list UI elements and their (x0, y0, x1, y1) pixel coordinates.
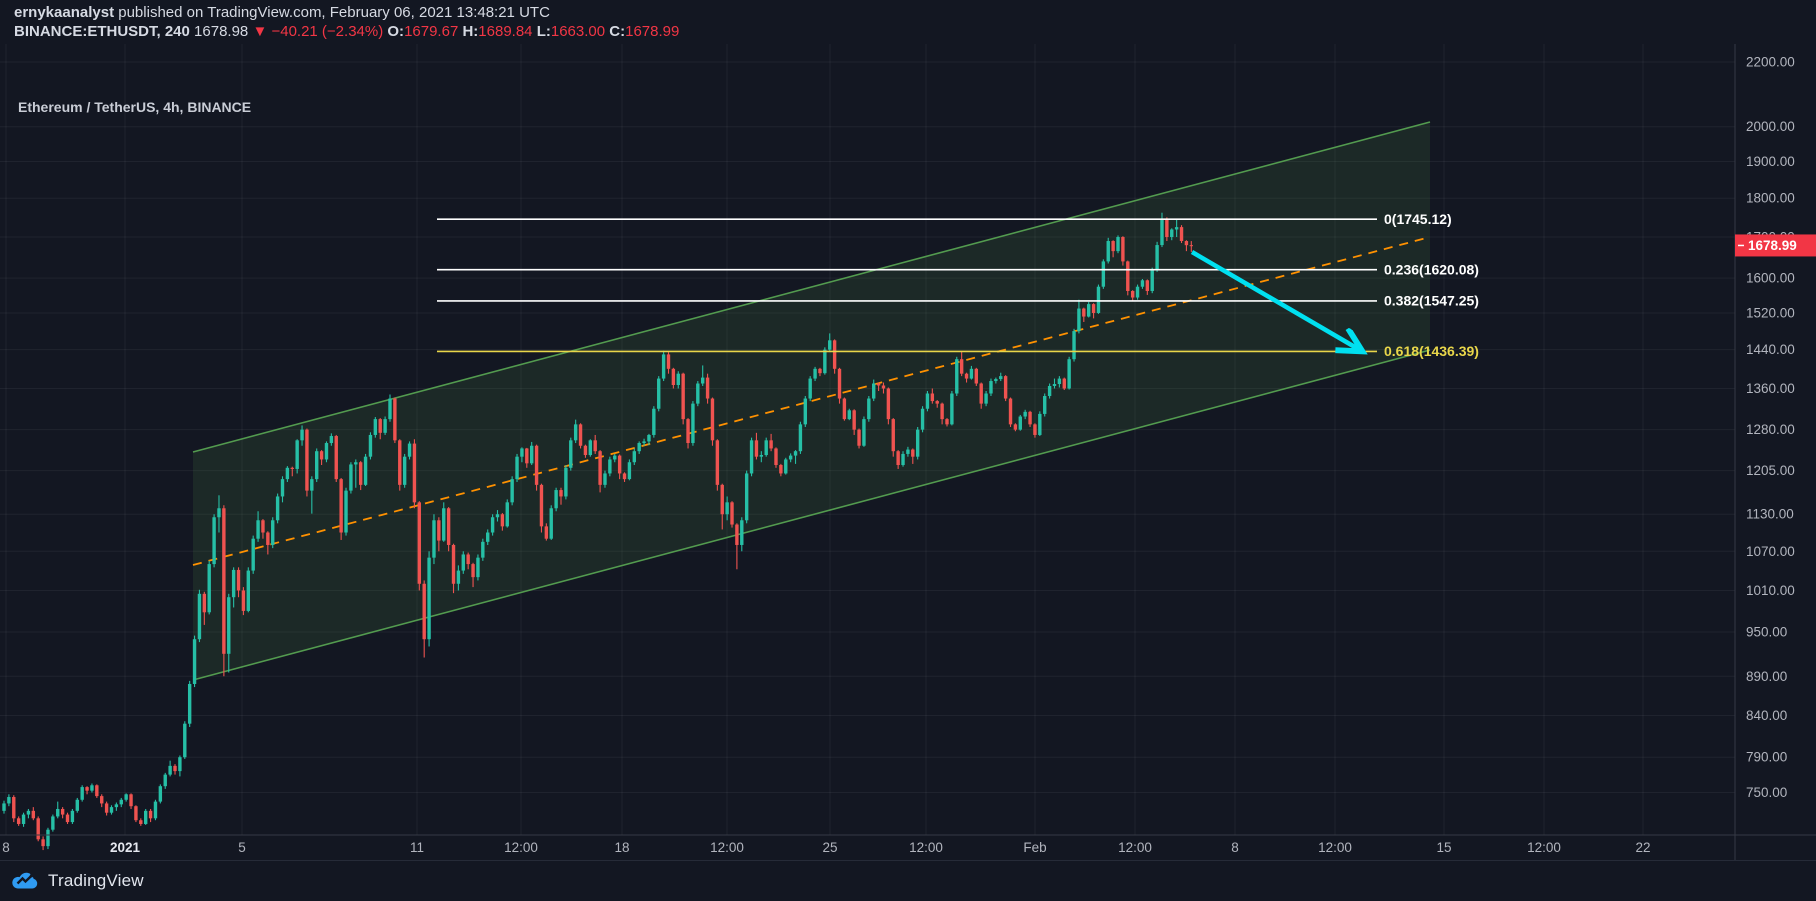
time-tick-label: 15 (1436, 840, 1451, 855)
price-tick-label: 790.00 (1746, 750, 1787, 765)
grid-layer (0, 44, 1735, 835)
chart-legend[interactable]: Ethereum / TetherUS, 4h, BINANCE (18, 99, 252, 115)
time-tick-label: 18 (614, 840, 629, 855)
price-tick-label: 2200.00 (1746, 55, 1795, 70)
tradingview-brand-text[interactable]: TradingView (48, 871, 144, 890)
time-tick-label: 12:00 (1527, 840, 1561, 855)
publish-text: published on TradingView.com, February 0… (114, 4, 550, 21)
trend-arrow[interactable] (1190, 250, 1360, 350)
price-axis[interactable]: 2200.002000.001900.001800.001700.001600.… (1734, 44, 1816, 860)
price-tick-label: 1900.00 (1746, 154, 1795, 169)
price-tick-label: 2000.00 (1746, 119, 1795, 134)
price-tick-label: 1440.00 (1746, 342, 1795, 357)
footer-bar: TradingView (0, 860, 1816, 901)
price-tick-label: 1130.00 (1746, 507, 1794, 522)
low-label: L: (536, 23, 551, 40)
close-value: 1678.99 (625, 23, 680, 40)
snapshot-header: ernykaanalyst published on TradingView.c… (0, 0, 1816, 44)
tradingview-logo-icon[interactable] (10, 869, 40, 893)
ohlc-row: BINANCE:ETHUSDT, 240 1678.98 ▼ −40.21 (−… (14, 23, 679, 40)
last-price-badge: 1678.99 (1735, 234, 1816, 257)
price-tick-label: 750.00 (1746, 785, 1787, 800)
time-tick-label: 22 (1635, 840, 1650, 855)
price-tick-label: 1205.00 (1746, 463, 1795, 478)
time-tick-label: 12:00 (1318, 840, 1352, 855)
time-tick-label: 11 (410, 840, 424, 855)
time-tick-label: 12:00 (1118, 840, 1152, 855)
high-value: 1689.84 (478, 23, 533, 40)
fib-level-label: 0.236(1620.08) (1384, 261, 1479, 277)
close-label: C: (609, 23, 626, 40)
last-price-text: 1678.98 (194, 23, 249, 40)
time-tick-label: 8 (2, 840, 10, 855)
price-tick-label: 890.00 (1746, 669, 1787, 684)
fib-level-label: 0(1745.12) (1384, 211, 1452, 227)
time-axis[interactable]: 8 2021 5 11 12:00 18 12:00 25 12:00 Feb 12:00 8 12:0… (0, 834, 1816, 855)
price-tick-label: 1360.00 (1746, 381, 1795, 396)
change-text: ▼ −40.21 (−2.34%) (252, 23, 384, 40)
time-tick-label: 12:00 (909, 840, 943, 855)
time-tick-label: 12:00 (504, 840, 538, 855)
high-label: H: (462, 23, 479, 40)
author-name: ernykaanalyst (14, 4, 115, 21)
price-tick-label: 840.00 (1746, 708, 1787, 723)
chart-area[interactable]: Ethereum / TetherUS, 4h, BINANCE 0(1745.… (0, 44, 1816, 860)
price-tick-label: 1600.00 (1746, 271, 1795, 286)
time-tick-label: 8 (1231, 840, 1239, 855)
candlestick-chart[interactable]: 0(1745.12) 0.236(1620.08) 0.382(1547.25) 0.… (0, 44, 1816, 860)
price-tick-label: 950.00 (1746, 625, 1787, 640)
fib-level-label: 0.382(1547.25) (1384, 293, 1479, 309)
symbol-label: BINANCE:ETHUSDT, 240 (14, 23, 190, 40)
channel-drawing[interactable] (192, 121, 1431, 681)
price-tick-label: 1070.00 (1746, 544, 1795, 559)
price-tick-label: 1520.00 (1746, 305, 1795, 320)
svg-text:1678.99: 1678.99 (1748, 238, 1797, 253)
open-label: O: (387, 23, 405, 40)
price-tick-label: 1010.00 (1746, 583, 1795, 598)
publish-info: ernykaanalyst published on TradingView.c… (14, 4, 550, 21)
time-tick-label: 25 (822, 840, 837, 855)
price-tick-label: 1800.00 (1746, 191, 1795, 206)
time-tick-label: 2021 (110, 840, 141, 855)
fib-level-label: 0.618(1436.39) (1384, 343, 1479, 359)
price-tick-label: 1280.00 (1746, 422, 1795, 437)
candles-layer (2, 212, 1193, 851)
low-value: 1663.00 (550, 23, 606, 40)
open-value: 1679.67 (404, 23, 459, 40)
time-tick-label: Feb (1023, 840, 1046, 855)
time-tick-label: 12:00 (710, 840, 744, 855)
time-tick-label: 5 (238, 840, 246, 855)
